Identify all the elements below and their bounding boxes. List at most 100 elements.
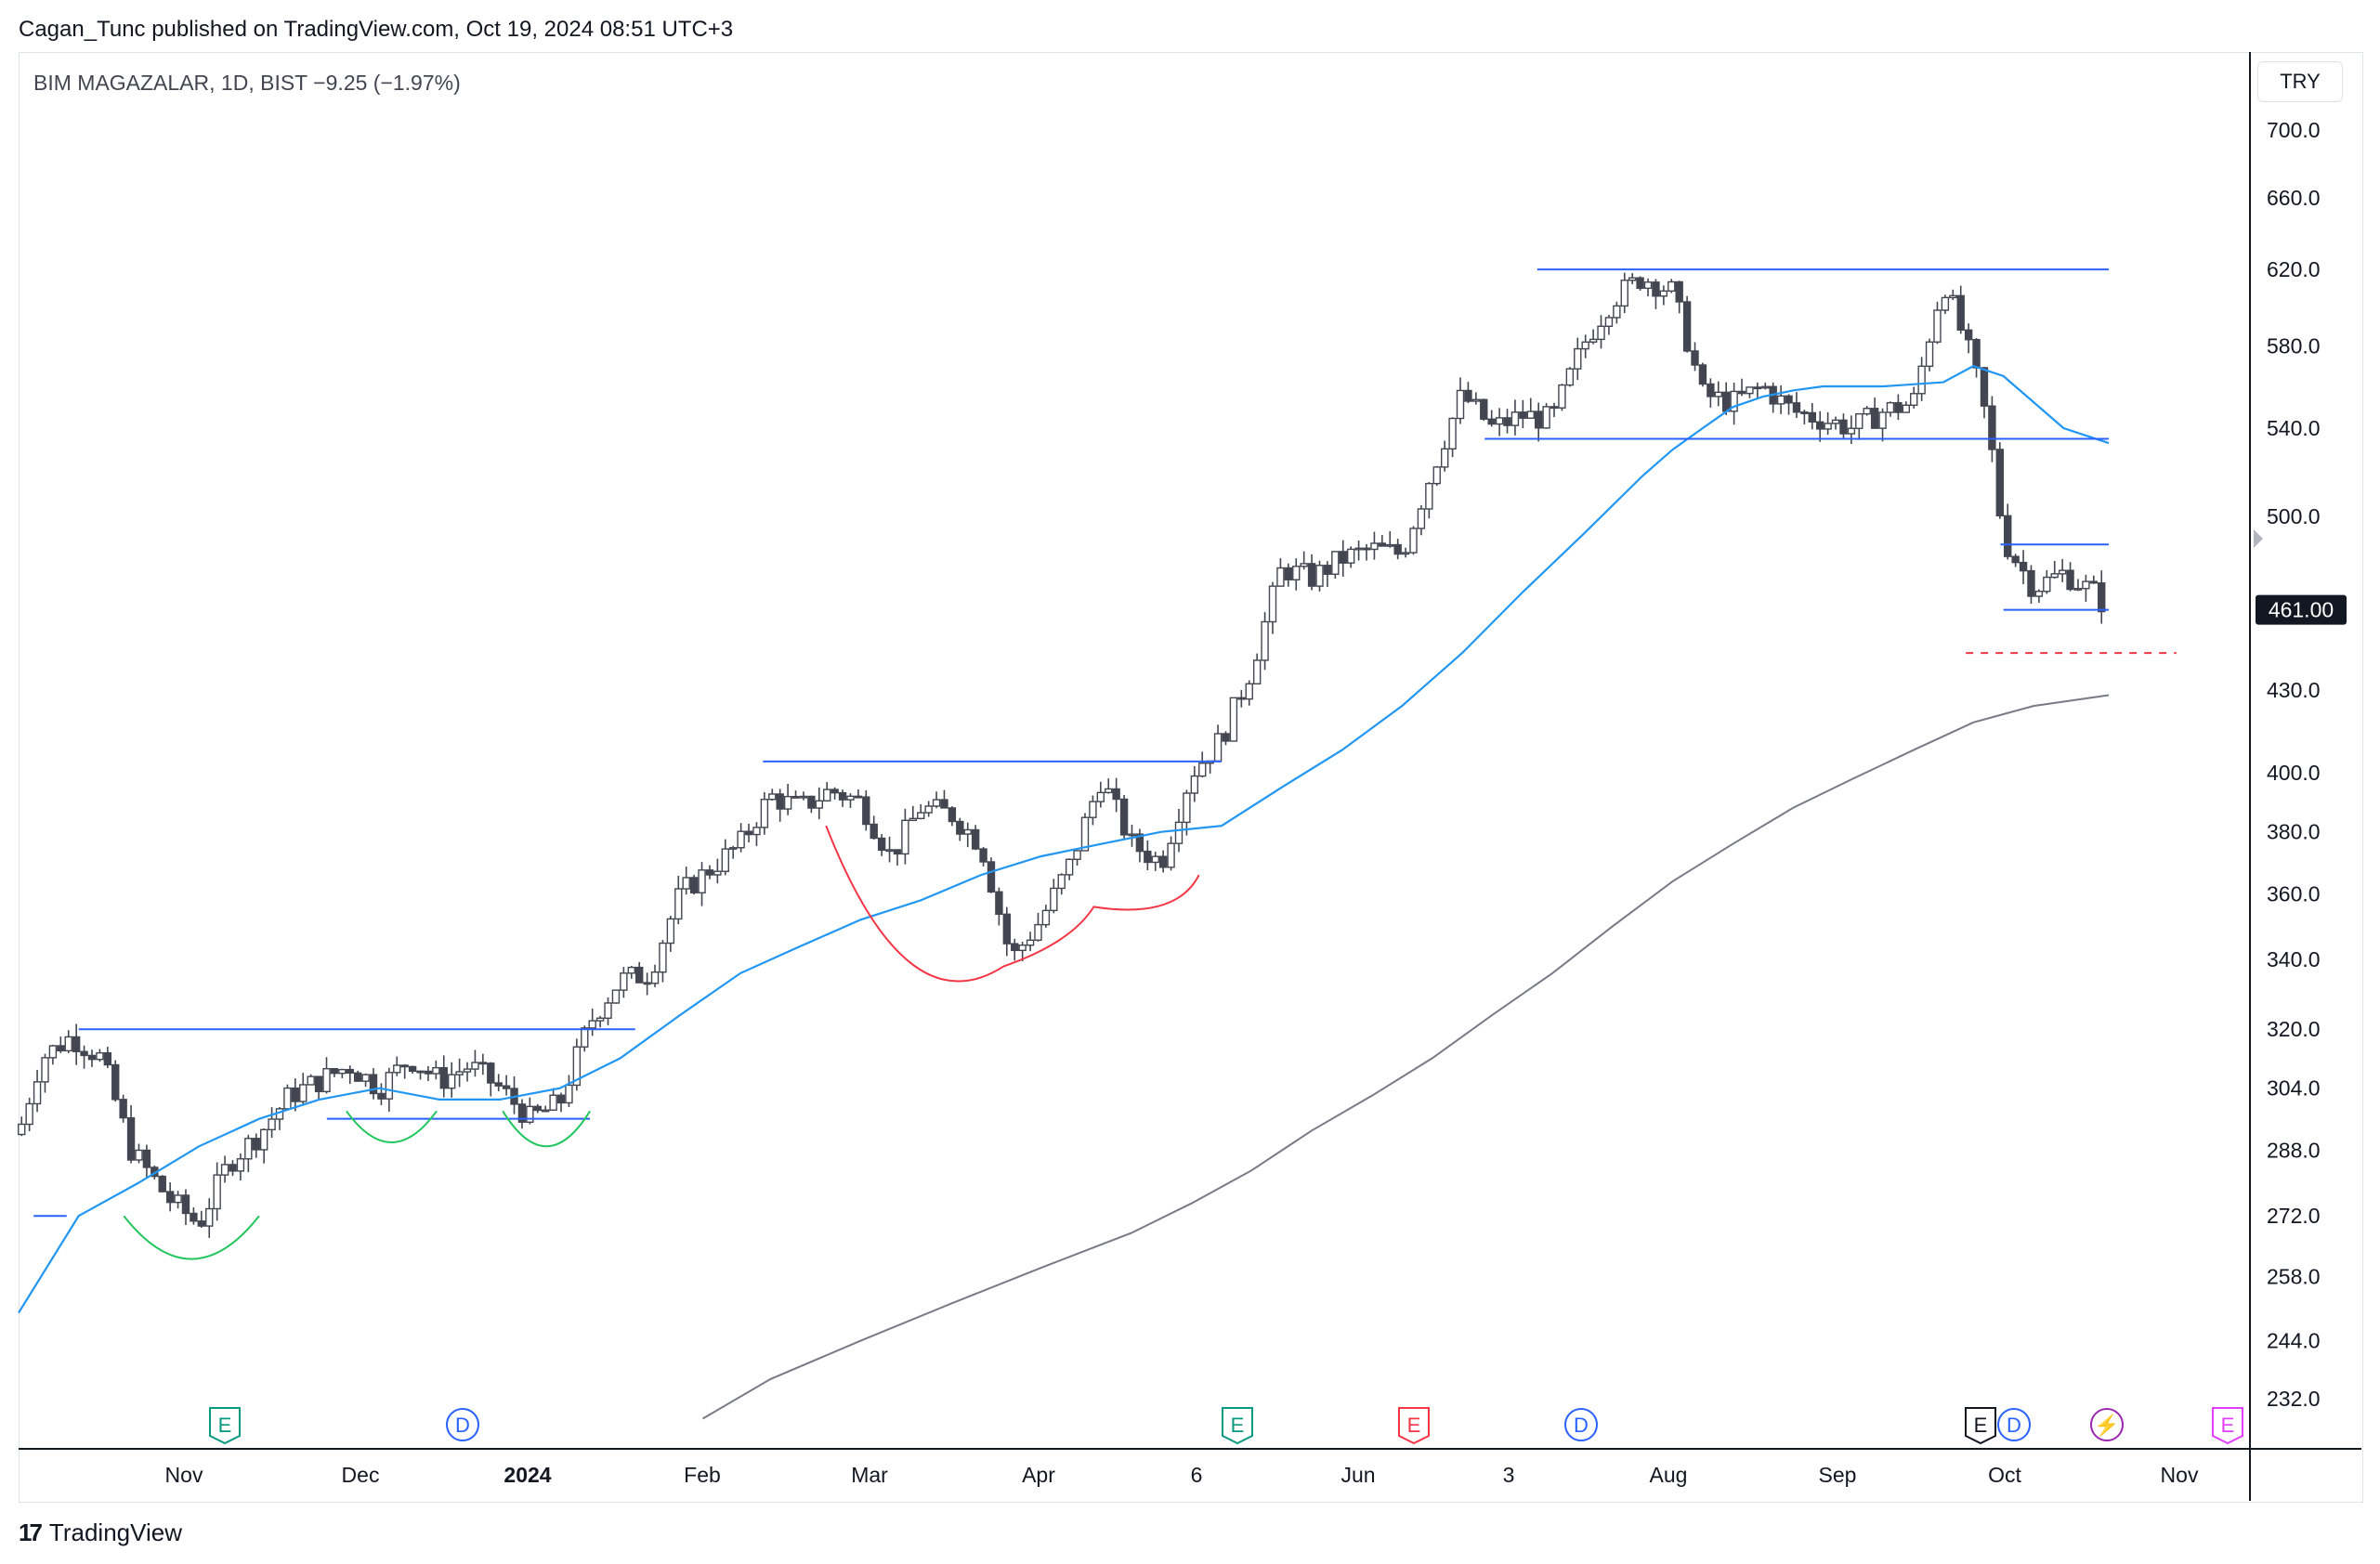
candle-down	[1785, 395, 1793, 404]
candle-up	[1346, 548, 1355, 564]
candle-down	[971, 828, 980, 850]
candle-down	[2019, 561, 2028, 572]
candle-down	[1307, 563, 1316, 587]
candle-up	[1065, 858, 1074, 876]
candle-down	[291, 1087, 300, 1102]
candle-up	[33, 1081, 42, 1105]
candle-down	[1284, 567, 1293, 580]
candle-up	[924, 805, 933, 814]
candle-up	[1105, 788, 1113, 794]
candle-up	[737, 830, 745, 849]
candle-down	[181, 1194, 190, 1215]
symbol-legend[interactable]: BIM MAGAZALAR, 1D, BIST −9.25 (−1.97%)	[33, 71, 461, 95]
candle-down	[1550, 406, 1559, 410]
candle-down	[197, 1220, 206, 1227]
candle-up	[1643, 281, 1653, 290]
earnings_negative-badge	[1398, 1407, 1430, 1445]
candle-down	[987, 861, 996, 893]
candle-up	[322, 1068, 331, 1093]
candle-up	[18, 1123, 26, 1136]
price-tick-label: 400.0	[2267, 761, 2321, 785]
candle-up	[1730, 390, 1738, 412]
earnings-badge	[209, 1407, 241, 1445]
tradingview-brand: TradingView	[48, 1518, 182, 1546]
candle-down	[956, 820, 964, 835]
candle-down	[158, 1175, 166, 1193]
candle-up	[393, 1064, 401, 1074]
candle-up	[64, 1036, 72, 1052]
price-tick-label: 660.0	[2267, 186, 2321, 210]
price-tick-label: 360.0	[2267, 882, 2321, 906]
candle-down	[979, 848, 987, 863]
candle-down	[948, 807, 957, 823]
candle-down	[416, 1070, 425, 1074]
candle-up	[1292, 566, 1301, 580]
candle-up	[768, 793, 777, 801]
candle-up	[338, 1068, 347, 1075]
time-tick-label: Oct	[1988, 1463, 2021, 1487]
candle-down	[1519, 411, 1527, 419]
candle-up	[627, 966, 635, 974]
publish-line: Cagan_Tunc published on TradingView.com,…	[19, 17, 734, 42]
candle-down	[533, 1105, 542, 1112]
candle-up	[729, 847, 738, 850]
candle-up	[1432, 466, 1441, 485]
dividend-badge	[1564, 1408, 1598, 1441]
price-tick-label: 500.0	[2267, 504, 2321, 528]
candle-up	[783, 795, 792, 810]
candle-up	[1574, 347, 1582, 370]
candle-down	[1464, 389, 1472, 402]
candle-up	[2058, 569, 2067, 575]
time-tick-label: Aug	[1650, 1463, 1688, 1487]
candle-up	[1386, 543, 1394, 547]
candle-up	[1863, 408, 1871, 415]
candle-up	[604, 1002, 612, 1019]
candle-down	[995, 891, 1003, 916]
candle-up	[1628, 277, 1637, 281]
candle-up	[1448, 417, 1457, 450]
candle-down	[400, 1064, 409, 1068]
candle-down	[478, 1062, 488, 1065]
candle-down	[87, 1054, 97, 1061]
candle-down	[1339, 551, 1347, 564]
candle-up	[1041, 909, 1051, 926]
candle-down	[346, 1068, 354, 1075]
candle-down	[369, 1074, 378, 1095]
candle-down	[635, 966, 644, 984]
flash-badge	[2090, 1408, 2124, 1441]
candle-down	[103, 1051, 112, 1066]
candle-up	[1910, 393, 1918, 406]
tradingview-logo[interactable]: 17 TradingView	[19, 1518, 182, 1547]
candle-up	[2073, 587, 2083, 591]
candle-up	[1057, 874, 1066, 890]
candle-up	[581, 1027, 589, 1048]
candle-down	[1800, 411, 1809, 414]
candle-up	[1510, 411, 1520, 426]
candle-down	[1691, 350, 1699, 366]
candle-down	[1995, 449, 2005, 517]
candle-down	[776, 793, 784, 810]
price-tick-label: 304.0	[2267, 1076, 2321, 1101]
candle-down	[408, 1065, 417, 1073]
candle-down	[1988, 405, 1996, 450]
candle-up	[213, 1174, 221, 1210]
earnings-badge-label: E	[1231, 1414, 1245, 1437]
chart-frame[interactable]	[19, 52, 2363, 1503]
candle-up	[2050, 573, 2059, 579]
candle-up	[1949, 294, 1957, 299]
candle-down	[111, 1063, 120, 1101]
candle-down	[807, 795, 816, 809]
candle-up	[713, 870, 722, 876]
candle-up	[1245, 683, 1253, 700]
currency-button[interactable]: TRY	[2257, 61, 2343, 102]
candle-down	[1144, 850, 1152, 864]
time-tick-label: Apr	[1022, 1463, 1055, 1487]
time-tick-label: Nov	[2161, 1463, 2199, 1487]
candle-down	[2011, 555, 2020, 564]
candle-down	[1636, 277, 1644, 290]
candle-down	[854, 795, 863, 799]
candle-up	[823, 789, 831, 802]
candle-down	[940, 799, 948, 809]
candle-up	[846, 795, 855, 801]
